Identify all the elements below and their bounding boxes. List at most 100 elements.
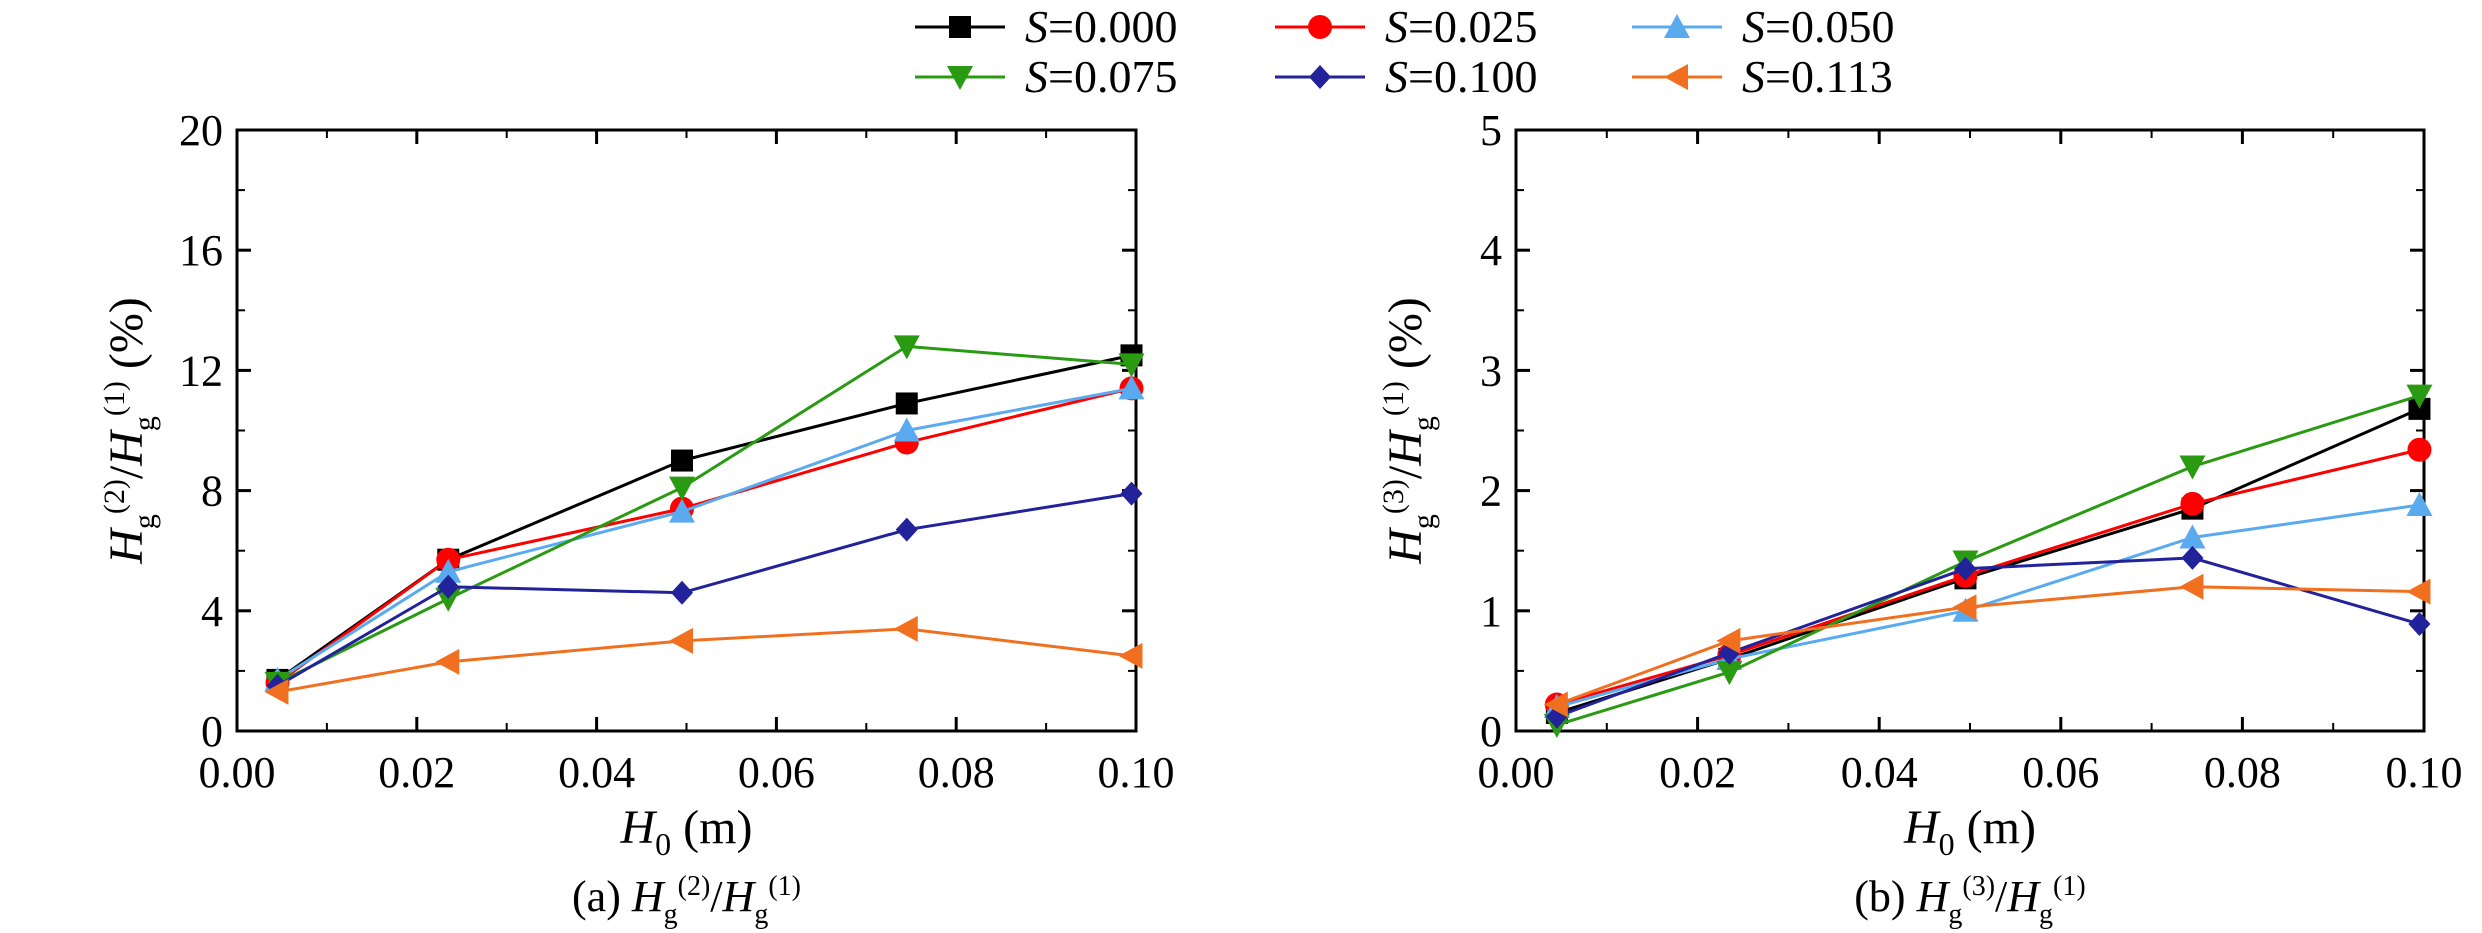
legend-item: S=0.100 [1275, 51, 1537, 102]
x-axis-title: H0 (m) [1903, 801, 2036, 862]
data-point [1543, 691, 1568, 718]
legend-marker [1309, 65, 1331, 89]
data-point [2179, 455, 2206, 480]
x-axis-title: H0 (m) [620, 801, 753, 862]
data-point [435, 587, 462, 612]
y-tick-label: 8 [201, 467, 223, 516]
series-line [277, 627, 1132, 694]
data-point [895, 392, 918, 415]
series-line [1556, 448, 2420, 706]
panel-caption: (b) Hg(3)/Hg(1) [1854, 871, 2085, 930]
plot-frame [1514, 128, 2426, 733]
series-2 [264, 375, 1145, 691]
y-tick-label: 4 [201, 587, 223, 636]
data-point [1118, 375, 1145, 400]
data-point [671, 580, 694, 605]
legend-label: S=0.050 [1742, 1, 1894, 52]
series-5 [264, 615, 1143, 705]
legend: S=0.000 S=0.025 S=0.050 S=0.075 S=0.100 S=0.1… [915, 1, 1894, 102]
x-tick-label: 0.08 [918, 748, 995, 797]
data-point [1952, 594, 1977, 621]
x-tick-label: 0.10 [2386, 748, 2463, 797]
series-line [1556, 394, 2420, 727]
data-point [437, 574, 460, 599]
data-point [2406, 492, 2433, 517]
data-point [264, 678, 289, 705]
data-point [1954, 556, 1977, 581]
data-point [669, 627, 694, 654]
legend-item: S=0.025 [1275, 1, 1537, 52]
y-tick-label: 0 [201, 707, 223, 756]
data-point [435, 648, 460, 675]
data-point [1716, 661, 1743, 686]
series-5 [1543, 573, 2431, 718]
y-axis-title: Hg(3)/Hg(1) (%) [1377, 297, 1440, 565]
x-tick-label: 0.00 [199, 748, 276, 797]
legend-item: S=0.113 [1632, 51, 1893, 102]
data-point [2180, 491, 2205, 516]
data-point [1120, 481, 1143, 506]
data-point [2408, 612, 2431, 637]
data-point [671, 449, 694, 472]
panel-caption: (a) Hg(2)/Hg(1) [572, 871, 801, 930]
series-4 [266, 481, 1143, 698]
series-line [276, 353, 1132, 682]
legend-label: S=0.025 [1385, 1, 1537, 52]
legend-item: S=0.000 [915, 1, 1177, 52]
data-point [2179, 524, 2206, 549]
series-line [276, 386, 1132, 682]
x-tick-label: 0.02 [1659, 748, 1736, 797]
data-point [669, 498, 696, 523]
data-point [893, 417, 920, 442]
legend-label: S=0.113 [1742, 51, 1893, 102]
legend-marker [1308, 15, 1332, 39]
y-tick-label: 5 [1480, 106, 1502, 155]
legend-label: S=0.000 [1025, 1, 1177, 52]
series-1 [265, 376, 1144, 695]
data-point [2406, 384, 2433, 409]
y-tick-label: 16 [179, 226, 223, 275]
data-point [2407, 437, 2432, 462]
x-tick-label: 0.06 [738, 748, 815, 797]
legend-marker [949, 16, 971, 38]
data-point [669, 476, 696, 501]
series-3 [264, 335, 1145, 696]
series-line [1556, 556, 2420, 718]
legend-marker [947, 66, 973, 90]
series-4 [1545, 545, 2431, 729]
legend-label: S=0.075 [1025, 51, 1177, 102]
y-tick-label: 1 [1480, 587, 1502, 636]
data-point [895, 517, 918, 542]
data-point [1118, 642, 1143, 669]
y-tick-label: 3 [1480, 346, 1502, 395]
legend-marker [1664, 64, 1688, 90]
data-point [2181, 545, 2204, 570]
x-tick-label: 0.04 [558, 748, 635, 797]
panel-a: 0.00 0.02 0.04 0.06 0.08 0.10 0 4 8 12 16 20 H0 (m) H… [98, 106, 1175, 930]
legend-marker [1664, 14, 1690, 38]
panel-b: 0.00 0.02 0.04 0.06 0.08 0.10 0 1 2 3 4 5 H0 (m) Hg(3… [1377, 106, 2463, 930]
data-point [1118, 353, 1145, 378]
data-point [2406, 578, 2431, 605]
x-tick-label: 0.02 [378, 748, 455, 797]
data-point [893, 335, 920, 360]
y-tick-label: 2 [1480, 467, 1502, 516]
series-3 [1543, 384, 2433, 738]
legend-item: S=0.050 [1632, 1, 1894, 52]
data-point [435, 558, 462, 583]
data-point [2179, 573, 2204, 600]
legend-label: S=0.100 [1385, 51, 1537, 102]
y-tick-label: 20 [179, 106, 223, 155]
data-point [893, 615, 918, 642]
legend-item: S=0.075 [915, 51, 1177, 102]
x-tick-label: 0.06 [2022, 748, 2099, 797]
x-tick-label: 0.04 [1841, 748, 1918, 797]
data-point [2408, 397, 2431, 420]
x-tick-label: 0.00 [1478, 748, 1555, 797]
x-tick-label: 0.08 [2204, 748, 2281, 797]
y-tick-label: 12 [179, 346, 223, 395]
series-0 [1545, 397, 2431, 724]
data-point [1716, 627, 1741, 654]
y-tick-label: 0 [1480, 707, 1502, 756]
